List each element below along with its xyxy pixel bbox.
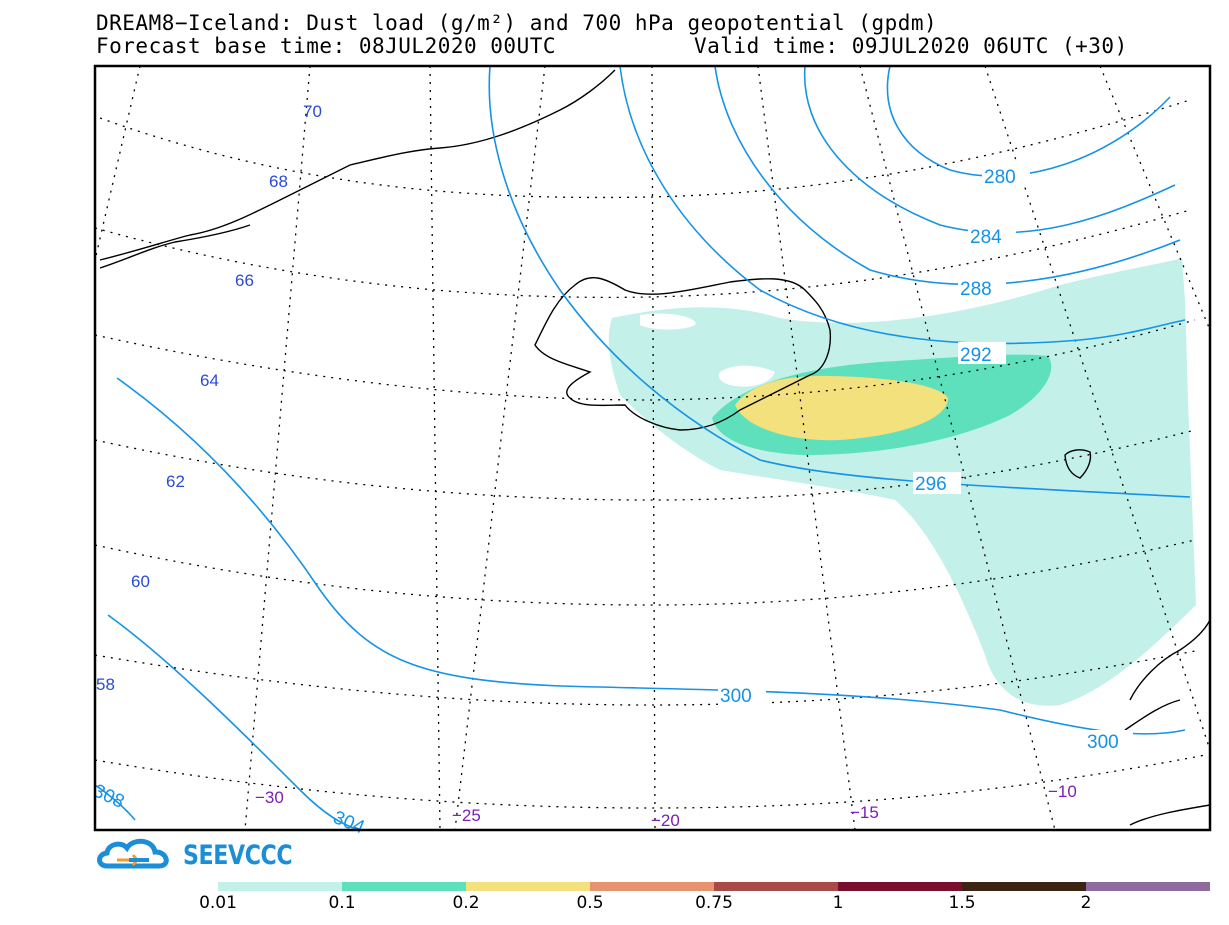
lat-label-62: 62 [166, 472, 185, 491]
lat-label-60: 60 [131, 572, 150, 591]
cloud-logo-icon [97, 838, 169, 869]
dust-area-0.2 [735, 375, 948, 441]
seevccc-logo: SEEVCCC [95, 836, 305, 876]
colorbar-label-1: 1 [832, 893, 844, 913]
colorbar-label-0.1: 0.1 [328, 893, 356, 913]
lat-label-68: 68 [269, 172, 288, 191]
colorbar-segment-1 [218, 882, 342, 891]
forecast-times: Forecast base time: 08JUL2020 00UTC Valid… [96, 34, 1127, 58]
contour-label-296: 296 [915, 474, 947, 495]
lon-label-minus10: −10 [1048, 782, 1077, 801]
lon-label-minus30: −30 [255, 788, 284, 807]
colorbar-label-1.5: 1.5 [948, 893, 976, 913]
dust-area-0.01 [608, 258, 1196, 706]
contour-label-304: 304 [330, 807, 368, 839]
lon-label-minus25: −25 [452, 806, 481, 825]
lat-label-70: 70 [303, 102, 322, 121]
lat-label-58: 58 [96, 675, 115, 694]
colorbar-label-0.75: 0.75 [695, 893, 733, 913]
logo-text: SEEVCCC [183, 840, 293, 871]
colorbar-label-0.5: 0.5 [576, 893, 604, 913]
lon-label-minus20: −20 [651, 811, 680, 830]
colorbar-segment-3 [466, 882, 590, 891]
map-title: DREAM8−Iceland: Dust load (g/m²) and 700… [96, 11, 938, 35]
contour-label-288: 288 [960, 279, 992, 300]
contour-label-300-a: 300 [720, 686, 752, 707]
coastlines [99, 69, 1210, 826]
lon-label-minus15: −15 [850, 803, 879, 822]
valid-time: Valid time: 09JUL2020 06UTC (+30) [694, 34, 1128, 58]
colorbar-label-0.01: 0.01 [199, 893, 237, 913]
colorbar-segment-2 [342, 882, 466, 891]
lat-label-66: 66 [235, 271, 254, 290]
base-time: Forecast base time: 08JUL2020 00UTC [96, 34, 557, 58]
contour-label-284: 284 [970, 227, 1002, 248]
colorbar-label-2: 2 [1080, 893, 1092, 913]
map-frame [93, 64, 1212, 832]
colorbar-segment-8 [1086, 882, 1210, 891]
contour-label-280: 280 [984, 167, 1016, 188]
contour-label-300-b: 300 [1087, 732, 1119, 753]
colorbar-segment-7 [962, 882, 1086, 891]
colorbar-segment-6 [838, 882, 962, 891]
colorbar-label-0.2: 0.2 [452, 893, 480, 913]
contour-label-292: 292 [960, 345, 992, 366]
lat-label-64: 64 [200, 371, 219, 390]
colorbar-segment-4 [590, 882, 714, 891]
colorbar-segment-5 [714, 882, 838, 891]
